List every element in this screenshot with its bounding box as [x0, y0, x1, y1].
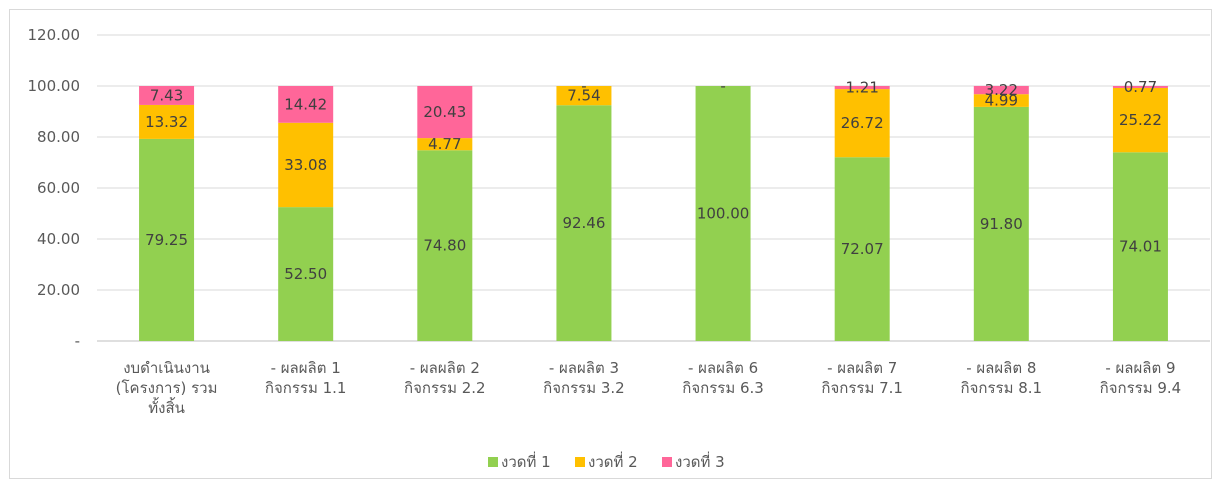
- chart-frame: - 20.00 40.00 60.00 80.00 100.00 120.00 79.25 13…: [9, 9, 1212, 479]
- y-tick-label: 100.00: [28, 77, 81, 95]
- bars: 79.25 13.32 7.43 52.50 33.08 14.42 74.80 4.77 20…: [139, 77, 1168, 342]
- bar-segment-1: [278, 207, 334, 341]
- data-label: 79.25: [145, 231, 188, 249]
- bar-segment-2: [278, 122, 334, 208]
- bar-segment-1: [1112, 152, 1168, 341]
- y-tick-label: 40.00: [37, 230, 80, 248]
- x-tick-label: - ผลผลิต 2 กิจกรรม 2.2: [404, 359, 486, 397]
- bar-segment-1: [556, 105, 612, 342]
- bar-segment-3: [834, 86, 890, 90]
- legend: งวดที่ 1 งวดที่ 2 งวดที่ 3: [488, 451, 725, 471]
- data-label: 74.01: [1119, 238, 1162, 256]
- bar-segment-3: [417, 86, 473, 139]
- bar-segment-1: [139, 138, 195, 341]
- bar-segment-2: [417, 138, 473, 151]
- bar-segment-1: [973, 106, 1029, 341]
- data-label: 7.43: [150, 86, 183, 104]
- bar-segment-2: [1112, 87, 1168, 153]
- data-label: 74.80: [423, 237, 466, 255]
- bar-segment-3: [139, 86, 195, 105]
- y-tick-label: -: [75, 332, 80, 350]
- x-tick-label: - ผลผลิต 6 กิจกรรม 6.3: [682, 359, 764, 397]
- data-label: 13.32: [145, 113, 188, 131]
- data-label: 14.42: [284, 95, 327, 113]
- data-label: 26.72: [841, 114, 884, 132]
- x-tick-label: งบดำเนินงาน(โครงการ) รวมทั้งสิ้น: [116, 359, 218, 417]
- legend-label: งวดที่ 1: [501, 451, 551, 471]
- data-label: 4.77: [428, 135, 461, 153]
- data-label: 1.21: [845, 79, 878, 97]
- legend-swatch: [488, 457, 498, 467]
- bar-segment-3: [1112, 86, 1168, 88]
- data-label: 92.46: [562, 214, 605, 232]
- x-tick-label: - ผลผลิต 1 กิจกรรม 1.1: [265, 359, 347, 397]
- bar-segment-2: [139, 104, 195, 139]
- bar-segment-1: [417, 150, 473, 341]
- bar-segment-3: [278, 86, 334, 123]
- data-label: 52.50: [284, 265, 327, 283]
- legend-label: งวดที่ 3: [675, 451, 725, 471]
- legend-swatch: [662, 457, 672, 467]
- data-label: 3.22: [985, 81, 1018, 99]
- x-tick-label: - ผลผลิต 9 กิจกรรม 9.4: [1100, 359, 1182, 397]
- data-label: 7.54: [567, 87, 600, 105]
- legend-label: งวดที่ 2: [588, 451, 638, 471]
- bar-segment-1: [834, 157, 890, 341]
- bar-segment-3: [973, 85, 1029, 95]
- x-tick-label: - ผลผลิต 7 กิจกรรม 7.1: [821, 359, 903, 397]
- gridlines: [97, 34, 1210, 342]
- x-tick-label: - ผลผลิต 8 กิจกรรม 8.1: [961, 359, 1043, 397]
- bar-segment-2: [556, 86, 612, 106]
- stacked-bar-chart: - 20.00 40.00 60.00 80.00 100.00 120.00 79.25 13…: [28, 26, 1210, 471]
- y-tick-label: 20.00: [37, 281, 80, 299]
- bar-segment-2: [834, 89, 890, 158]
- data-label: 25.22: [1119, 111, 1162, 129]
- data-label: 20.43: [423, 103, 466, 121]
- data-label: -: [720, 77, 725, 95]
- x-tick-label: - ผลผลิต 3 กิจกรรม 3.2: [543, 359, 625, 397]
- y-axis: - 20.00 40.00 60.00 80.00 100.00 120.00: [28, 26, 81, 350]
- x-axis: งบดำเนินงาน(โครงการ) รวมทั้งสิ้น - ผลผลิต…: [116, 359, 1182, 417]
- data-label: 33.08: [284, 156, 327, 174]
- data-label: 91.80: [980, 215, 1023, 233]
- bar-segment-1: [695, 86, 751, 341]
- data-label: -: [581, 77, 586, 95]
- bar-segment-2: [973, 94, 1029, 107]
- legend-swatch: [575, 457, 585, 467]
- data-label: 72.07: [841, 240, 884, 258]
- data-label: 100.00: [697, 205, 750, 223]
- y-tick-label: 80.00: [37, 128, 80, 146]
- y-tick-label: 60.00: [37, 179, 80, 197]
- data-label: 4.99: [985, 92, 1018, 110]
- y-tick-label: 120.00: [28, 26, 81, 44]
- data-label: 0.77: [1124, 78, 1157, 96]
